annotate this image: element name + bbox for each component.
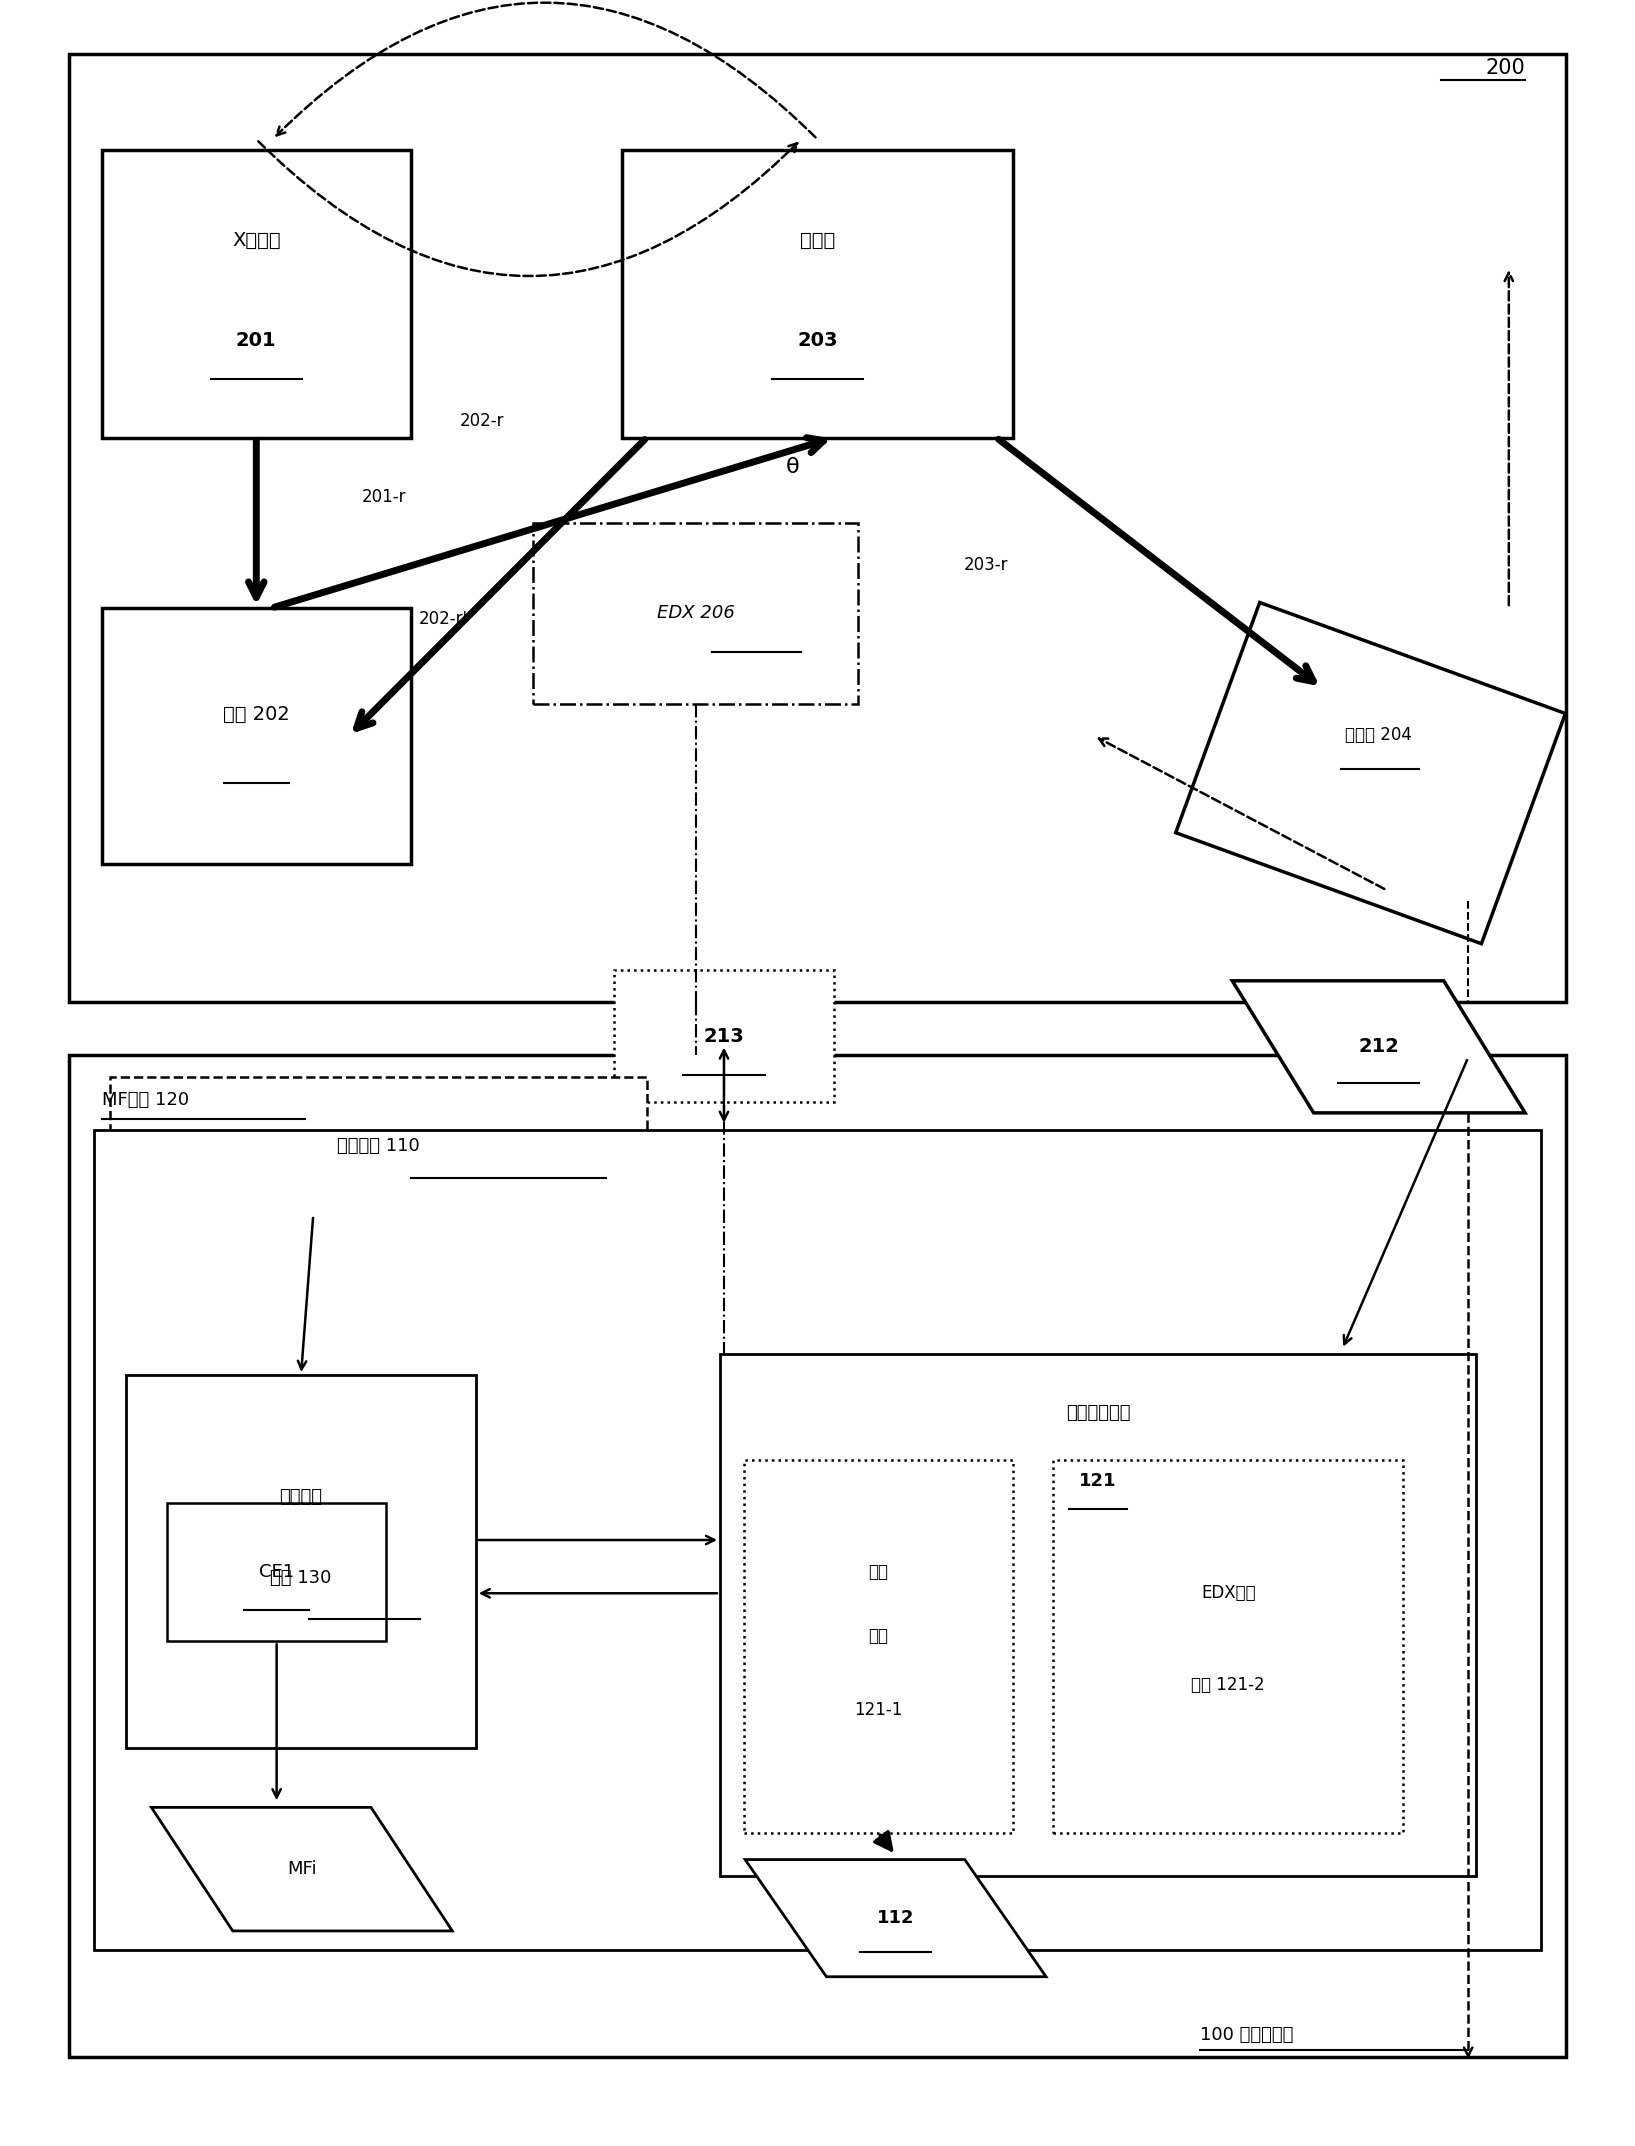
Text: 202-r': 202-r'	[419, 609, 468, 627]
Text: 201: 201	[235, 330, 276, 350]
FancyBboxPatch shape	[69, 54, 1566, 1002]
Text: θ: θ	[786, 457, 800, 476]
Text: 模块 130: 模块 130	[270, 1569, 332, 1588]
FancyBboxPatch shape	[93, 1131, 1542, 1951]
Text: EDX量化: EDX量化	[1202, 1584, 1256, 1603]
Text: 模块: 模块	[868, 1627, 888, 1644]
Text: X射线管: X射线管	[232, 232, 281, 251]
FancyBboxPatch shape	[101, 150, 410, 438]
Text: 200: 200	[1485, 58, 1525, 79]
FancyBboxPatch shape	[719, 1354, 1476, 1876]
FancyBboxPatch shape	[744, 1459, 1012, 1833]
Polygon shape	[1233, 981, 1525, 1114]
Text: 100 计算机系统: 100 计算机系统	[1200, 2026, 1293, 2043]
Text: 样本 202: 样本 202	[222, 706, 289, 723]
FancyBboxPatch shape	[101, 607, 410, 863]
FancyBboxPatch shape	[110, 1077, 647, 1215]
Text: 112: 112	[876, 1910, 914, 1927]
Text: EDX 206: EDX 206	[657, 605, 734, 622]
FancyBboxPatch shape	[167, 1502, 386, 1642]
Text: 模块 121-2: 模块 121-2	[1192, 1676, 1265, 1693]
FancyBboxPatch shape	[126, 1376, 476, 1747]
FancyBboxPatch shape	[533, 524, 858, 704]
Text: 元素组成模块: 元素组成模块	[1066, 1403, 1130, 1423]
Text: MF模块 120: MF模块 120	[101, 1090, 190, 1109]
Text: 202-r: 202-r	[459, 412, 504, 429]
Text: 213: 213	[703, 1026, 744, 1045]
Text: 121-1: 121-1	[855, 1702, 903, 1719]
Text: 校准模块 110: 校准模块 110	[337, 1137, 420, 1155]
Polygon shape	[746, 1861, 1046, 1976]
Text: 迭代: 迭代	[868, 1562, 888, 1582]
FancyBboxPatch shape	[615, 970, 834, 1103]
Text: 单色仪: 单色仪	[800, 232, 835, 251]
Text: 203: 203	[798, 330, 837, 350]
Text: CE1: CE1	[258, 1562, 294, 1582]
Polygon shape	[1176, 603, 1565, 944]
Polygon shape	[152, 1807, 453, 1931]
Text: 校准公式: 校准公式	[280, 1489, 322, 1506]
FancyBboxPatch shape	[1053, 1459, 1403, 1833]
FancyBboxPatch shape	[623, 150, 1012, 438]
Text: 212: 212	[1359, 1037, 1400, 1056]
Text: MFi: MFi	[288, 1861, 317, 1878]
Text: 检测器 204: 检测器 204	[1346, 725, 1413, 745]
FancyBboxPatch shape	[69, 1056, 1566, 2056]
Text: 121: 121	[1079, 1472, 1117, 1491]
Text: 203-r: 203-r	[965, 556, 1009, 575]
Text: 201-r: 201-r	[361, 489, 407, 506]
